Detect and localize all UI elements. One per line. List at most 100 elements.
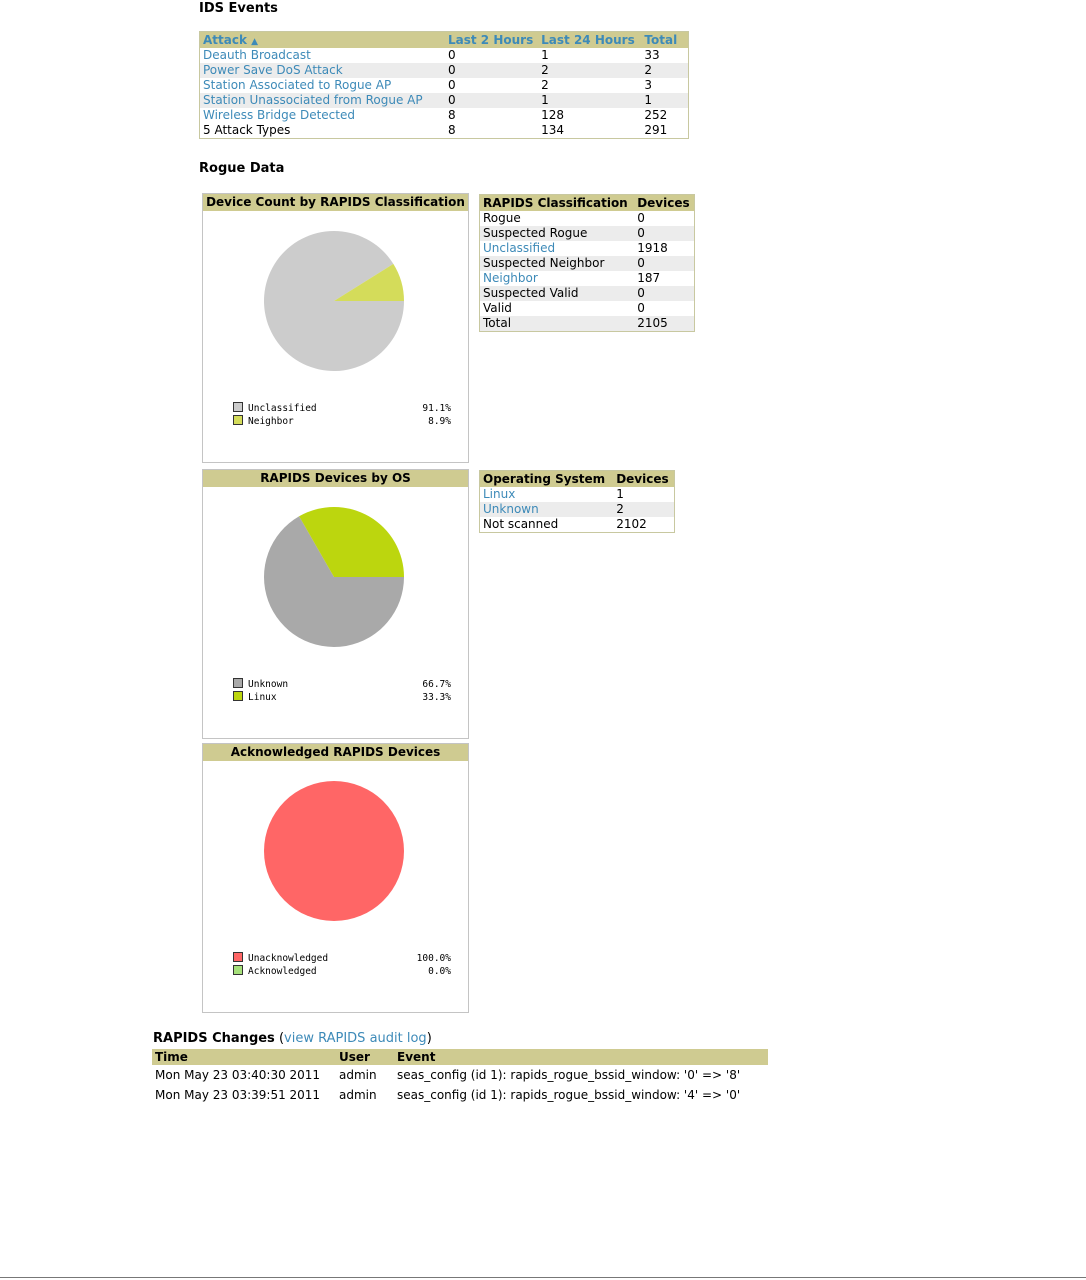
legend-label: Unacknowledged: [248, 953, 329, 964]
classification-count: 2105: [634, 316, 695, 332]
classification-name: Suspected Neighbor: [479, 256, 635, 271]
total-count: 1: [641, 93, 689, 108]
last-2-hours-count: 0: [445, 78, 539, 93]
footer-last-24-hours: 134: [538, 123, 642, 139]
user-header: User: [336, 1049, 394, 1065]
attack-name-link[interactable]: Wireless Bridge Detected: [203, 108, 355, 122]
ids-event-row: Wireless Bridge Detected 8 128 252: [199, 108, 689, 123]
ids-footer-row: 5 Attack Types 8 134 291: [199, 123, 689, 139]
os-name: Unknown: [479, 502, 614, 517]
legend-item: Neighbor 8.9%: [233, 415, 451, 428]
sort-last-24-hours-header[interactable]: Last 24 Hours: [538, 31, 642, 48]
rapids-changes-heading: RAPIDS Changes (view RAPIDS audit log): [153, 1031, 432, 1046]
os-name-link[interactable]: Unknown: [483, 502, 539, 516]
attack-name-link[interactable]: Station Associated to Rogue AP: [203, 78, 392, 92]
classification-name-link[interactable]: Unclassified: [483, 241, 556, 255]
legend-swatch: [233, 691, 243, 701]
change-user: admin: [339, 1068, 377, 1082]
total-count: 3: [641, 78, 689, 93]
os-row: Unknown 2: [479, 502, 675, 517]
change-time: Mon May 23 03:39:51 2011: [155, 1088, 321, 1102]
legend-label: Linux: [248, 692, 277, 703]
os-name-header: Operating System: [479, 470, 614, 487]
classification-chart-panel: Device Count by RAPIDS Classification Un…: [202, 193, 469, 463]
time-header: Time: [152, 1049, 336, 1065]
classification-count: 0: [634, 226, 695, 241]
os-count: 2102: [613, 517, 675, 533]
legend-item: Unacknowledged 100.0%: [233, 952, 451, 965]
os-legend: Unknown 66.7% Linux 33.3%: [233, 678, 451, 704]
legend-swatch: [233, 965, 243, 975]
os-devices-header: Devices: [613, 470, 675, 487]
attack-name: Deauth Broadcast: [199, 48, 445, 63]
classification-name: Valid: [479, 301, 635, 316]
attack-name-link[interactable]: Deauth Broadcast: [203, 48, 311, 62]
legend-percent: 0.0%: [428, 966, 451, 977]
ids-events-table: Attack ▲ Last 2 Hours Last 24 Hours Tota…: [199, 31, 689, 139]
classification-row: Unclassified 1918: [479, 241, 695, 256]
classification-name: Total: [479, 316, 635, 332]
ids-events-title: IDS Events: [199, 1, 278, 16]
rogue-data-title: Rogue Data: [199, 161, 285, 176]
view-audit-log-link[interactable]: view RAPIDS audit log: [284, 1031, 427, 1046]
classification-count: 0: [634, 256, 695, 271]
last-24-hours-count: 1: [538, 93, 642, 108]
classification-name: Suspected Rogue: [479, 226, 635, 241]
classification-count: 0: [634, 301, 695, 316]
sort-ascending-icon: ▲: [251, 37, 259, 47]
ack-legend: Unacknowledged 100.0% Acknowledged 0.0%: [233, 952, 451, 978]
sort-last-2-hours-header[interactable]: Last 2 Hours: [445, 31, 539, 48]
ids-event-row: Power Save DoS Attack 0 2 2: [199, 63, 689, 78]
legend-percent: 91.1%: [422, 403, 451, 414]
pie-slice: [264, 231, 404, 371]
change-row: Mon May 23 03:39:51 2011 admin seas_config…: [152, 1085, 768, 1105]
rapids-changes-table: Time User Event Mon May 23 03:40:30 2011…: [152, 1049, 768, 1105]
attack-name: Station Unassociated from Rogue AP: [199, 93, 445, 108]
legend-label: Acknowledged: [248, 966, 317, 977]
last-24-hours-count: 2: [538, 63, 642, 78]
os-chart-title: RAPIDS Devices by OS: [203, 470, 468, 487]
os-name: Not scanned: [479, 517, 614, 533]
classification-row: Total 2105: [479, 316, 695, 332]
classification-row: Neighbor 187: [479, 271, 695, 286]
os-row: Linux 1: [479, 487, 675, 502]
classification-name: Unclassified: [479, 241, 635, 256]
legend-swatch: [233, 415, 243, 425]
attack-name-link[interactable]: Power Save DoS Attack: [203, 63, 343, 77]
classification-name: Neighbor: [479, 271, 635, 286]
total-count: 252: [641, 108, 689, 123]
sort-attack-header[interactable]: Attack ▲: [199, 31, 445, 48]
ack-chart-panel: Acknowledged RAPIDS Devices Unacknowledg…: [202, 743, 469, 1013]
sort-total-header[interactable]: Total: [641, 31, 689, 48]
attack-header-label: Attack: [203, 33, 247, 47]
attack-name-link[interactable]: Station Unassociated from Rogue AP: [203, 93, 423, 107]
classification-count: 0: [634, 286, 695, 301]
os-name-link[interactable]: Linux: [483, 487, 516, 501]
change-row: Mon May 23 03:40:30 2011 admin seas_config…: [152, 1065, 768, 1085]
legend-label: Unclassified: [248, 403, 317, 414]
classification-name-link[interactable]: Neighbor: [483, 271, 538, 285]
event-header: Event: [394, 1049, 768, 1065]
attack-name: Power Save DoS Attack: [199, 63, 445, 78]
classification-name: Suspected Valid: [479, 286, 635, 301]
legend-swatch: [233, 678, 243, 688]
pie-slice: [299, 507, 404, 577]
classification-count: 1918: [634, 241, 695, 256]
legend-swatch: [233, 402, 243, 412]
last-2-hours-count: 8: [445, 108, 539, 123]
classification-row: Suspected Rogue 0: [479, 226, 695, 241]
change-user: admin: [339, 1088, 377, 1102]
legend-label: Unknown: [248, 679, 289, 690]
total-count: 33: [641, 48, 689, 63]
classification-name-header: RAPIDS Classification: [479, 194, 635, 211]
attack-types-count: 5 Attack Types: [199, 123, 445, 139]
classification-header-row: RAPIDS Classification Devices: [479, 194, 695, 211]
classification-row: Rogue 0: [479, 211, 695, 226]
legend-item: Unknown 66.7%: [233, 678, 451, 691]
os-count: 1: [613, 487, 675, 502]
legend-percent: 33.3%: [422, 692, 451, 703]
classification-count: 0: [634, 211, 695, 226]
rapids-changes-title: RAPIDS Changes: [153, 1031, 275, 1046]
attack-name: Station Associated to Rogue AP: [199, 78, 445, 93]
pie-slice: [264, 781, 404, 921]
